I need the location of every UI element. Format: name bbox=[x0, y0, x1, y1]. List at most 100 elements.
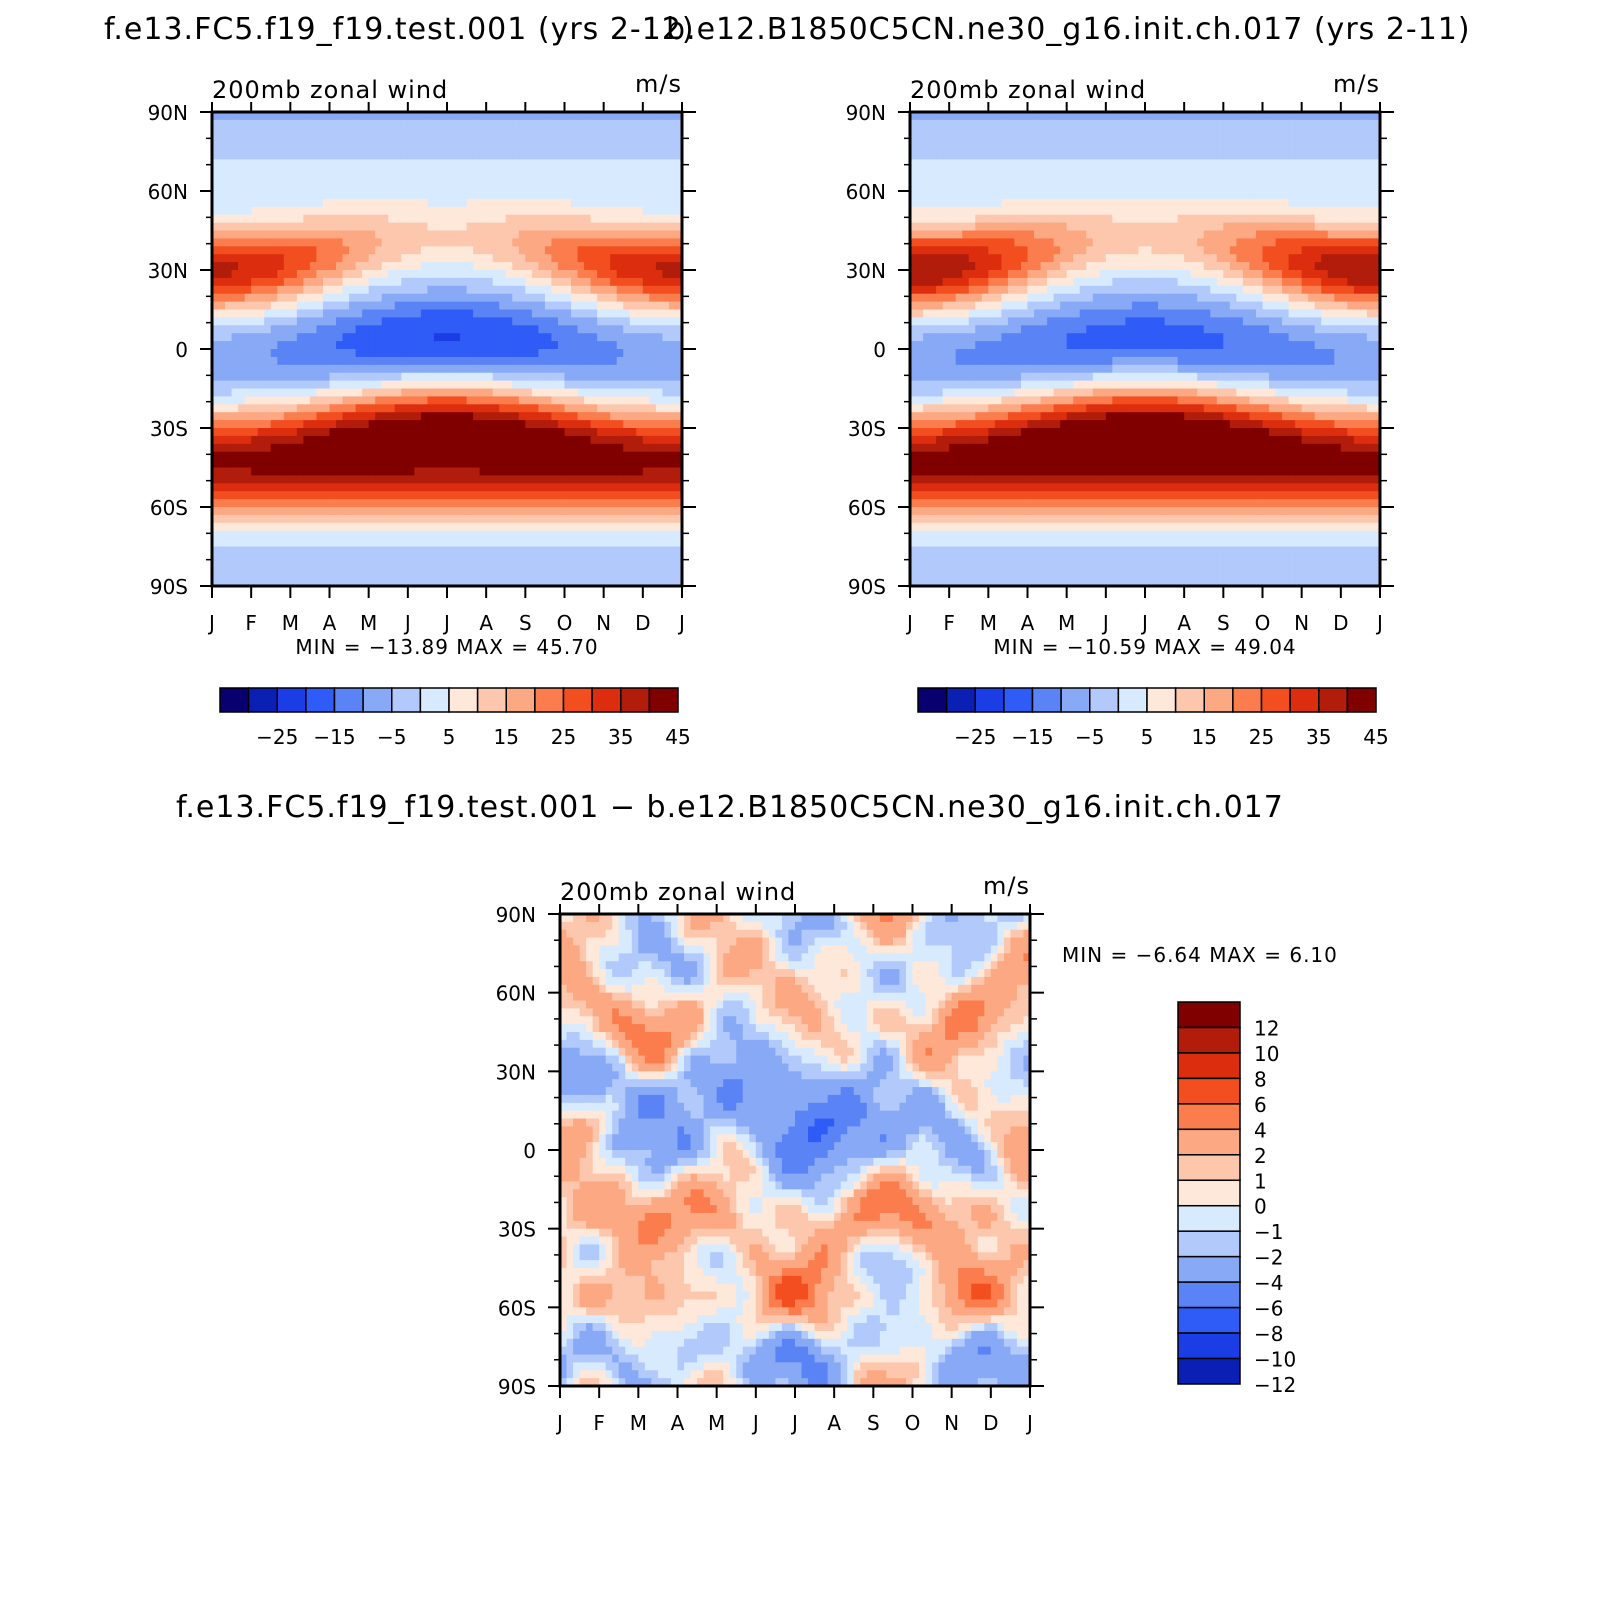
cell bbox=[642, 175, 650, 184]
cell bbox=[440, 309, 448, 318]
cell bbox=[590, 522, 598, 532]
cell bbox=[557, 546, 566, 555]
cell bbox=[388, 262, 396, 271]
cell bbox=[433, 380, 442, 390]
cell bbox=[381, 317, 389, 326]
cell bbox=[616, 262, 624, 271]
cell bbox=[355, 309, 363, 318]
cell bbox=[675, 135, 683, 145]
cell bbox=[355, 562, 363, 571]
cell bbox=[584, 191, 592, 200]
cell bbox=[277, 325, 285, 334]
cell bbox=[538, 404, 546, 413]
cell bbox=[466, 530, 474, 540]
cell bbox=[597, 507, 605, 516]
cell bbox=[362, 522, 370, 532]
cell bbox=[655, 119, 664, 129]
cell bbox=[557, 404, 566, 413]
cell bbox=[636, 183, 644, 192]
cell bbox=[525, 191, 533, 200]
cell bbox=[303, 428, 311, 437]
cell bbox=[427, 404, 435, 413]
cell bbox=[916, 451, 924, 461]
cell bbox=[603, 522, 611, 532]
cell bbox=[407, 151, 415, 160]
cell bbox=[955, 175, 963, 184]
cell bbox=[270, 270, 278, 279]
cell bbox=[492, 349, 500, 358]
cell bbox=[597, 451, 605, 461]
cell bbox=[244, 459, 252, 469]
cell bbox=[460, 538, 468, 548]
cell bbox=[303, 127, 311, 137]
cell bbox=[962, 443, 970, 453]
cell bbox=[218, 206, 226, 216]
cell bbox=[564, 175, 572, 184]
cell bbox=[571, 206, 579, 216]
cell bbox=[225, 167, 233, 176]
cell bbox=[238, 428, 246, 437]
cell bbox=[610, 380, 618, 390]
cell bbox=[368, 475, 376, 484]
cell bbox=[329, 198, 337, 208]
cell bbox=[505, 175, 513, 184]
cell bbox=[349, 372, 357, 382]
cell bbox=[414, 112, 422, 121]
cell bbox=[590, 578, 598, 587]
cell bbox=[479, 151, 487, 160]
cell bbox=[316, 143, 324, 153]
cell bbox=[303, 254, 311, 263]
cell bbox=[433, 538, 442, 548]
cell bbox=[473, 356, 481, 366]
cell bbox=[571, 159, 579, 168]
cell bbox=[675, 451, 683, 461]
cell bbox=[407, 333, 415, 342]
cell bbox=[629, 522, 637, 532]
cell bbox=[440, 135, 448, 145]
cell bbox=[218, 499, 226, 508]
cell bbox=[322, 483, 331, 492]
cell bbox=[212, 277, 220, 287]
cell bbox=[512, 443, 520, 453]
cell bbox=[662, 127, 670, 137]
field-top-left bbox=[212, 112, 683, 587]
cell bbox=[910, 333, 918, 342]
cell bbox=[238, 262, 246, 271]
cell bbox=[231, 491, 239, 500]
cell bbox=[375, 522, 383, 532]
cell bbox=[512, 341, 520, 350]
cell bbox=[231, 349, 239, 358]
cell bbox=[968, 127, 976, 137]
cell bbox=[538, 301, 546, 311]
cell bbox=[309, 507, 318, 516]
cell bbox=[440, 499, 448, 508]
cell bbox=[270, 514, 278, 524]
cell bbox=[460, 151, 468, 160]
cell bbox=[447, 341, 455, 350]
cell bbox=[577, 151, 585, 160]
cell bbox=[505, 254, 513, 263]
cell bbox=[466, 451, 474, 461]
cell bbox=[342, 222, 350, 232]
cell bbox=[322, 412, 331, 421]
cell bbox=[473, 206, 481, 216]
cell bbox=[955, 514, 963, 524]
cell bbox=[277, 175, 285, 184]
cell bbox=[486, 277, 494, 287]
cell bbox=[316, 459, 324, 469]
cell bbox=[257, 491, 265, 500]
cell bbox=[557, 151, 566, 160]
cell bbox=[316, 349, 324, 358]
cell bbox=[597, 285, 605, 295]
cell bbox=[610, 428, 618, 437]
cell bbox=[316, 183, 324, 192]
cell bbox=[668, 135, 677, 145]
cell bbox=[910, 404, 918, 413]
cell bbox=[290, 301, 298, 311]
cell bbox=[349, 238, 357, 247]
cell bbox=[447, 127, 455, 137]
cell bbox=[349, 183, 357, 192]
cell bbox=[499, 483, 507, 492]
cell bbox=[910, 151, 918, 160]
cell bbox=[394, 356, 402, 366]
